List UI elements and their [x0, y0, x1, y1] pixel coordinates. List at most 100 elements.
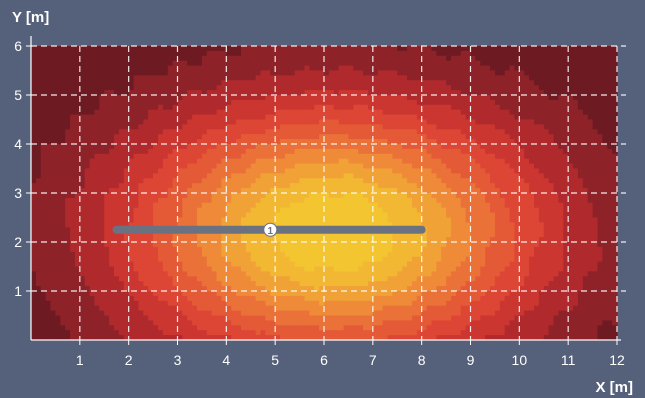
- heatmap-cell: [231, 90, 237, 96]
- heatmap-cell: [60, 60, 66, 67]
- heatmap-cell: [343, 212, 350, 219]
- heatmap-cell: [231, 109, 237, 116]
- heatmap-cell: [172, 109, 179, 116]
- heatmap-cell: [280, 153, 286, 160]
- heatmap-cell: [109, 212, 115, 219]
- heatmap-cell: [280, 197, 286, 204]
- heatmap-cell: [494, 70, 501, 76]
- heatmap-cell: [465, 188, 472, 194]
- heatmap-cell: [60, 178, 66, 184]
- heatmap-cell: [221, 153, 227, 160]
- heatmap-cell: [231, 168, 237, 174]
- heatmap-cell: [45, 242, 52, 248]
- heatmap-cell: [446, 90, 452, 96]
- heatmap-cell: [172, 237, 179, 243]
- heatmap-cell: [494, 197, 501, 204]
- heatmap-cell: [509, 222, 516, 228]
- heatmap-cell: [40, 109, 47, 116]
- heatmap-cell: [514, 144, 520, 150]
- heatmap-cell: [602, 104, 608, 111]
- heatmap-cell: [89, 99, 96, 106]
- heatmap-cell: [114, 104, 120, 111]
- heatmap-cell: [250, 242, 257, 248]
- heatmap-cell: [553, 134, 559, 140]
- heatmap-cell: [338, 95, 345, 101]
- heatmap-cell: [548, 134, 555, 140]
- heatmap-cell: [35, 95, 42, 101]
- heatmap-cell: [148, 80, 154, 86]
- heatmap-cell: [460, 232, 467, 238]
- heatmap-cell: [324, 99, 330, 106]
- heatmap-cell: [372, 183, 379, 189]
- heatmap-cell: [338, 104, 345, 111]
- heatmap-cell: [411, 163, 418, 170]
- heatmap-cell: [211, 246, 218, 253]
- heatmap-cell: [431, 119, 437, 125]
- heatmap-cell: [490, 237, 496, 243]
- heatmap-cell: [128, 207, 135, 214]
- heatmap-cell: [211, 104, 218, 111]
- heatmap-cell: [465, 173, 472, 179]
- heatmap-cell: [31, 55, 37, 62]
- heatmap-cell: [167, 242, 174, 248]
- heatmap-cell: [60, 153, 66, 160]
- heatmap-cell: [128, 153, 135, 160]
- heatmap-cell: [216, 158, 223, 165]
- heatmap-cell: [118, 104, 125, 111]
- heatmap-cell: [177, 246, 183, 253]
- heatmap-cell: [460, 158, 467, 165]
- heatmap-cell: [450, 188, 457, 194]
- heatmap-cell: [289, 222, 296, 228]
- heatmap-cell: [367, 158, 374, 165]
- heatmap-cell: [250, 153, 257, 160]
- heatmap-cell: [55, 119, 61, 125]
- heatmap-cell: [236, 134, 242, 140]
- heatmap-cell: [402, 232, 408, 238]
- heatmap-cell: [524, 85, 530, 91]
- heatmap-cell: [40, 114, 47, 121]
- heatmap-cell: [270, 85, 276, 91]
- heatmap-cell: [216, 246, 223, 253]
- heatmap-cell: [31, 109, 37, 116]
- heatmap-cell: [568, 168, 574, 174]
- heatmap-cell: [177, 188, 183, 194]
- heatmap-cell: [363, 237, 369, 243]
- heatmap-cell: [519, 188, 525, 194]
- heatmap-cell: [245, 242, 252, 248]
- heatmap-cell: [197, 46, 203, 52]
- heatmap-cell: [260, 217, 266, 223]
- heatmap-cell: [602, 212, 608, 219]
- heatmap-cell: [289, 207, 296, 214]
- heatmap-cell: [543, 90, 550, 96]
- heatmap-cell: [538, 119, 545, 125]
- heatmap-cell: [475, 46, 481, 52]
- heatmap-cell: [490, 95, 496, 101]
- heatmap-cell: [157, 193, 164, 199]
- heatmap-cell: [118, 65, 125, 72]
- heatmap-cell: [387, 163, 393, 170]
- heatmap-cell: [192, 129, 198, 135]
- heatmap-cell: [172, 65, 179, 72]
- heatmap-cell: [50, 139, 57, 145]
- heatmap-cell: [382, 168, 389, 174]
- heatmap-cell: [455, 168, 462, 174]
- heatmap-cell: [236, 197, 242, 204]
- heatmap-cell: [74, 85, 81, 91]
- heatmap-cell: [338, 173, 345, 179]
- heatmap-cell: [548, 242, 555, 248]
- heatmap-cell: [284, 188, 291, 194]
- heatmap-cell: [392, 197, 398, 204]
- heatmap-cell: [255, 232, 262, 238]
- heatmap-cell: [529, 85, 535, 91]
- heatmap-cell: [612, 104, 618, 111]
- heatmap-cell: [602, 222, 608, 228]
- heatmap-cell: [533, 104, 540, 111]
- heatmap-cell: [84, 148, 91, 155]
- heatmap-cell: [392, 237, 398, 243]
- heatmap-cell: [167, 65, 174, 72]
- heatmap-cell: [201, 246, 208, 253]
- heatmap-cell: [226, 70, 232, 76]
- heatmap-cell: [148, 75, 154, 81]
- heatmap-cell: [441, 197, 447, 204]
- heatmap-cell: [573, 119, 579, 125]
